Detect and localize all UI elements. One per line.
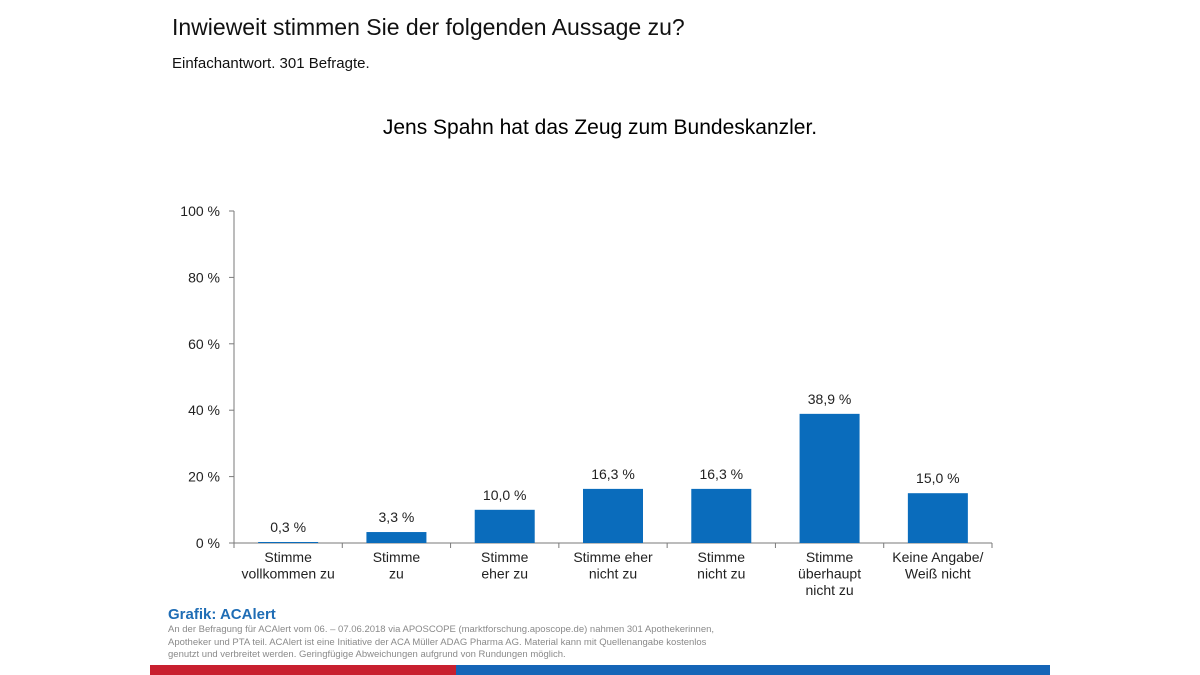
y-tick-label: 80 % [188,269,220,285]
bar [907,493,968,543]
question-subtitle: Einfachantwort. 301 Befragte. [172,55,370,72]
x-tick-label-line: Stimme [698,549,746,565]
x-tick-label: Stimme nicht zu [697,549,745,582]
x-tick-label: Stimme überhaupt nicht zu [798,549,861,598]
data-label: 16,3 % [699,466,743,482]
y-tick-label: 20 % [188,469,220,485]
x-tick-label-line: zu [389,566,404,582]
bar [691,488,752,543]
chart-title: Jens Spahn hat das Zeug zum Bundeskanzle… [382,116,818,139]
source-note: An der Befragung für ACAlert vom 06. – 0… [168,624,715,660]
footer-accent-blue [456,665,1050,675]
x-tick-label-line: Keine Angabe/ [892,549,983,565]
data-label: 0,3 % [270,519,306,535]
data-label: 15,0 % [916,470,960,486]
data-label: 10,0 % [483,487,527,503]
x-tick-label-line: eher zu [481,566,528,582]
data-label: 38,9 % [808,391,852,407]
x-tick-label-line: Stimme [481,549,529,565]
x-tick-label-line: Weiß nicht [905,566,971,582]
bar [258,542,319,543]
bar [799,413,860,543]
x-tick-label-line: nicht zu [805,582,853,598]
footer-accent-red [150,665,456,675]
x-tick-label: Stimme zu [373,549,421,582]
x-tick-label-line: überhaupt [798,566,861,582]
x-tick-label-line: Stimme [264,549,312,565]
y-tick-label: 0 % [196,535,220,551]
data-label: 3,3 % [379,509,415,525]
brand-credit: Grafik: ACAlert [168,606,276,623]
question-title: Inwieweit stimmen Sie der folgenden Auss… [172,14,685,40]
x-tick-label-line: Stimme [806,549,854,565]
bar [583,488,643,543]
x-tick-label: Stimme eher zu [481,549,529,582]
x-tick-label-line: nicht zu [589,566,637,582]
x-tick-label: Stimme eher nicht zu [573,549,653,582]
x-tick-label-line: nicht zu [697,566,745,582]
bar [474,509,535,543]
x-tick-label: Stimme vollkommen zu [241,549,334,582]
y-tick-label: 40 % [188,402,220,418]
y-tick-label: 100 % [180,203,220,219]
x-tick-label-line: Stimme eher [573,549,653,565]
x-tick-label-line: vollkommen zu [241,566,334,582]
x-tick-label: Keine Angabe/Weiß nicht [892,549,983,582]
y-tick-label: 60 % [188,336,220,352]
data-label: 16,3 % [591,466,635,482]
x-tick-label-line: Stimme [373,549,421,565]
bar [366,532,427,543]
